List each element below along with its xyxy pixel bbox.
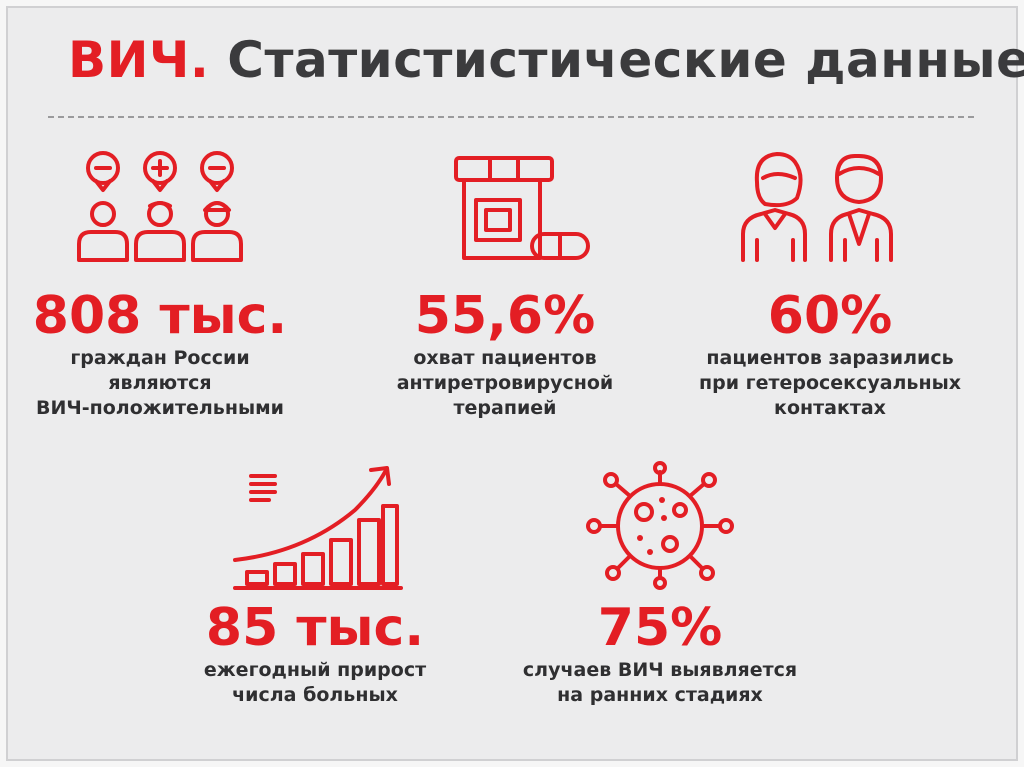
dashed-divider <box>48 116 974 118</box>
couple-icon <box>741 152 893 262</box>
title-text: Статистистические данные <box>227 31 1024 89</box>
stat-heterosexual: 60% пациентов заразились при гетеросексу… <box>680 148 980 421</box>
stat-value: 75% <box>597 598 723 658</box>
stat-description: ежегодный прирост числа больных <box>203 659 427 706</box>
people-with-plus-minus-icon <box>77 151 243 262</box>
stat-description: охват пациентов антиретровирусной терапи… <box>396 347 614 419</box>
page-title: ВИЧ. Статистистические данные <box>68 28 1024 92</box>
stat-early-detection: 75% случаев ВИЧ выявляется на ранних ста… <box>510 460 810 708</box>
stat-annual-growth: 85 тыс. ежегодный прирост числа больных <box>170 460 460 708</box>
growth-chart-icon <box>233 466 403 590</box>
stat-description: пациентов заразились при гетеросексуальн… <box>698 347 962 419</box>
stat-description: случаев ВИЧ выявляется на ранних стадиях <box>522 659 798 706</box>
stat-value: 808 тыс. <box>32 286 288 346</box>
stat-value: 55,6% <box>414 286 596 346</box>
virus-icon <box>586 461 734 590</box>
stat-hiv-positive: 808 тыс. граждан России являются ВИЧ-пол… <box>20 148 300 421</box>
stat-description: граждан России являются ВИЧ-положительны… <box>36 347 284 419</box>
stat-value: 85 тыс. <box>205 598 425 658</box>
title-accent: ВИЧ. <box>68 31 210 89</box>
stat-value: 60% <box>767 286 893 346</box>
pill-bottle-icon <box>454 156 590 260</box>
stat-art-coverage: 55,6% охват пациентов антиретровирусной … <box>360 148 650 421</box>
